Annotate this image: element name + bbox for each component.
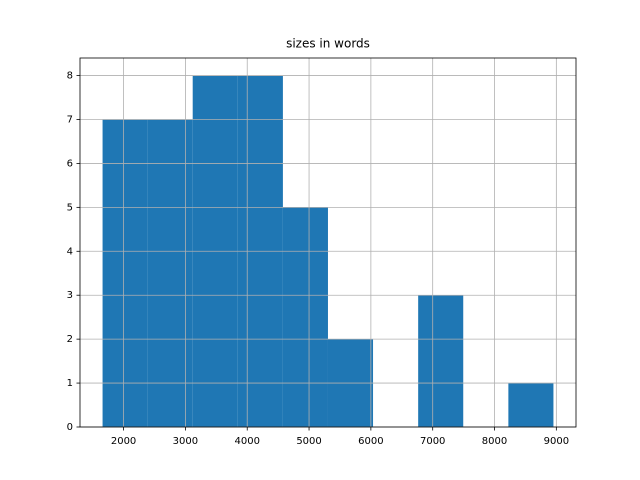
- bar: [282, 207, 328, 427]
- plot-frame: [79, 57, 577, 428]
- y-tick-label: 0: [67, 422, 73, 433]
- x-tick-label: 6000: [358, 436, 383, 447]
- y-tick-label: 3: [67, 290, 73, 301]
- chart-title: sizes in words: [286, 37, 370, 51]
- x-tick-label: 3000: [173, 436, 198, 447]
- bar: [147, 119, 193, 427]
- x-tick-label: 5000: [296, 436, 321, 447]
- bar: [418, 295, 464, 427]
- x-tick-label: 2000: [111, 436, 136, 447]
- y-tick-label: 4: [67, 246, 73, 257]
- y-tick-label: 7: [67, 115, 73, 126]
- y-tick-label: 2: [67, 334, 73, 345]
- y-tick-label: 8: [67, 71, 73, 82]
- x-tick-label: 4000: [235, 436, 260, 447]
- y-tick-label: 5: [67, 202, 73, 213]
- y-tick-label: 1: [67, 378, 73, 389]
- bar: [508, 383, 554, 427]
- x-tick-label: 8000: [482, 436, 507, 447]
- y-tick-label: 6: [67, 158, 73, 169]
- bar: [102, 119, 148, 427]
- x-tick-label: 9000: [544, 436, 569, 447]
- x-tick-label: 7000: [420, 436, 445, 447]
